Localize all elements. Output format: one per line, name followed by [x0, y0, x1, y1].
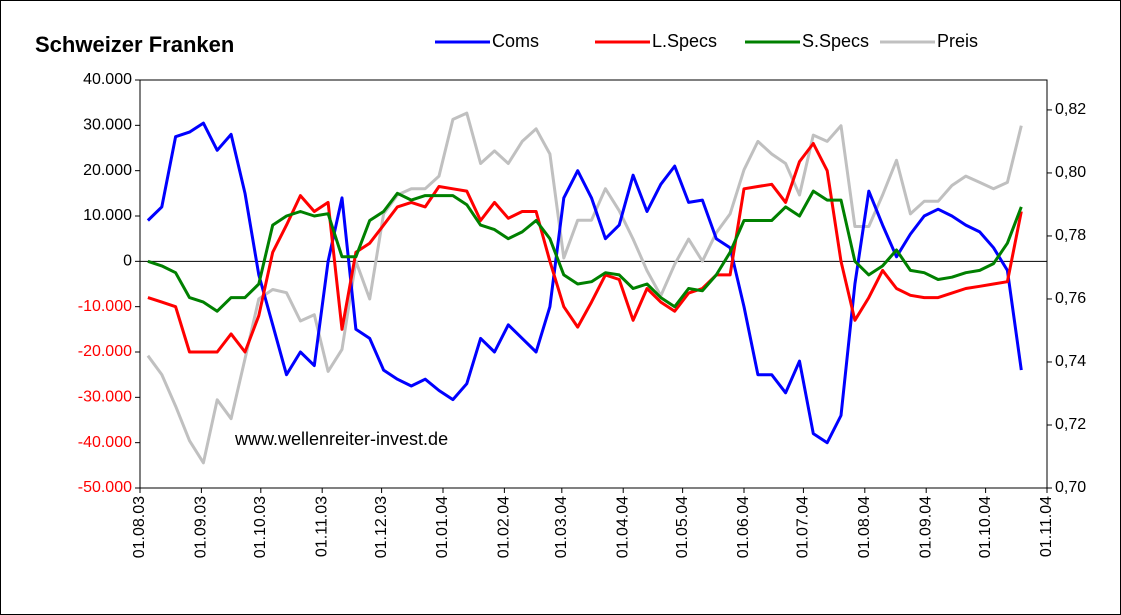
y2-tick-label: 0,82 — [1055, 101, 1086, 118]
y-tick-label: 0 — [123, 253, 132, 270]
series-line — [146, 121, 1023, 445]
chart-title: Schweizer Franken — [35, 32, 234, 57]
x-tick-label: 01.08.03 — [131, 496, 148, 558]
x-tick-label: 01.08.04 — [856, 496, 873, 558]
y2-tick-label: 0,78 — [1055, 227, 1086, 244]
series-line — [147, 189, 1023, 313]
y2-tick-label: 0,76 — [1055, 290, 1086, 307]
y-tick-label: -30.000 — [78, 389, 132, 406]
x-tick-label: 01.09.04 — [917, 496, 934, 558]
y-tick-label: 10.000 — [83, 207, 132, 224]
x-tick-label: 01.04.04 — [614, 496, 631, 558]
x-tick-label: 01.03.04 — [553, 496, 570, 558]
x-tick-label: 01.01.04 — [434, 496, 451, 558]
plot-area — [139, 79, 1048, 489]
legend-label: L.Specs — [652, 31, 717, 51]
y2-tick-label: 0,72 — [1055, 416, 1086, 433]
y-tick-label: 40.000 — [83, 71, 132, 88]
x-tick-label: 01.06.04 — [735, 496, 752, 558]
y-tick-label: -10.000 — [78, 298, 132, 315]
x-tick-label: 01.11.03 — [313, 496, 330, 557]
annotation: www.wellenreiter-invest.de — [234, 429, 448, 449]
x-tick-label: 01.10.04 — [977, 496, 994, 558]
y-tick-label: -40.000 — [78, 434, 132, 451]
x-tick-label: 01.02.04 — [496, 496, 513, 558]
legend-label: Preis — [937, 31, 978, 51]
y-tick-label: -50.000 — [78, 479, 132, 496]
y2-tick-label: 0,74 — [1055, 353, 1086, 370]
legend-label: Coms — [492, 31, 539, 51]
y2-tick-label: 0,80 — [1055, 164, 1086, 181]
x-tick-label: 01.12.03 — [373, 496, 390, 558]
y2-tick-label: 0,70 — [1055, 479, 1086, 496]
x-tick-label: 01.09.03 — [193, 496, 210, 558]
x-tick-label: 01.07.04 — [795, 496, 812, 558]
x-tick-label: 01.11.04 — [1038, 496, 1055, 557]
x-tick-label: 01.10.03 — [252, 496, 269, 558]
x-tick-label: 01.05.04 — [674, 496, 691, 558]
y-tick-label: 20.000 — [83, 162, 132, 179]
series-line — [147, 142, 1023, 354]
y-tick-label: 30.000 — [83, 117, 132, 134]
legend-label: S.Specs — [802, 31, 869, 51]
y-tick-label: -20.000 — [78, 343, 132, 360]
